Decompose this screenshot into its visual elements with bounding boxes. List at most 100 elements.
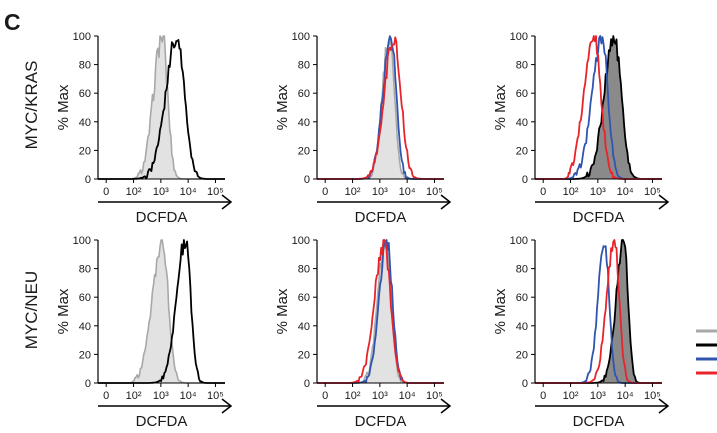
y-tick-label: 80 xyxy=(79,60,91,72)
y-tick-label: 60 xyxy=(298,88,310,100)
y-tick-label: 40 xyxy=(516,117,528,129)
x-tick-label: 10⁵ xyxy=(644,390,661,402)
x-axis-label: DCFDA xyxy=(136,209,188,226)
x-axis-label: DCFDA xyxy=(573,209,625,226)
x-tick-label: 10⁴ xyxy=(180,390,197,402)
y-tick-label: 80 xyxy=(516,60,528,72)
y-tick-label: 40 xyxy=(79,117,91,129)
y-tick-label: 20 xyxy=(516,145,528,157)
x-tick-label: 10⁵ xyxy=(644,186,661,198)
y-tick-label: 20 xyxy=(79,349,91,361)
histogram-series-fill xyxy=(98,36,225,179)
histogram-series-fill xyxy=(98,240,225,383)
y-tick-label: 100 xyxy=(292,235,310,247)
y-axis-label: % Max xyxy=(55,288,72,334)
y-tick-label: 100 xyxy=(292,31,310,43)
histogram-panel: % Max 0 20 40 60 80 100 0 10² 10³ 10⁴ 10⁵ DCFDA xyxy=(55,31,233,226)
y-tick-label: 40 xyxy=(79,321,91,333)
y-tick-label: 0 xyxy=(85,174,91,186)
histogram-series-blue xyxy=(534,245,662,384)
x-arrow-head xyxy=(440,398,452,414)
panel-letter: C xyxy=(4,9,21,35)
y-tick-label: 0 xyxy=(522,174,528,186)
x-tick-label: 0 xyxy=(103,390,109,402)
x-tick-label: 0 xyxy=(540,186,546,198)
histogram-panel: % Max 0 20 40 60 80 100 0 10² 10³ 10⁴ 10⁵ DCFDA xyxy=(274,31,452,226)
y-tick-label: 60 xyxy=(79,292,91,304)
histogram-panel: % Max 0 20 40 60 80 100 0 10² 10³ 10⁴ 10⁵ DCFDA xyxy=(55,235,233,430)
y-tick-label: 0 xyxy=(304,174,310,186)
x-tick-label: 10⁴ xyxy=(617,186,634,198)
y-axis-label: % Max xyxy=(274,288,291,334)
x-tick-label: 10³ xyxy=(153,390,169,402)
y-tick-label: 80 xyxy=(79,264,91,276)
y-tick-label: 100 xyxy=(73,31,91,43)
x-tick-label: 0 xyxy=(540,390,546,402)
y-tick-label: 0 xyxy=(85,378,91,390)
y-tick-label: 40 xyxy=(298,117,310,129)
x-tick-label: 10² xyxy=(126,186,142,198)
histogram-series-fill xyxy=(535,36,662,179)
x-tick-label: 10² xyxy=(563,186,579,198)
x-tick-label: 0 xyxy=(322,390,328,402)
x-arrow-head xyxy=(221,398,233,414)
row-label-myc-neu: MYC/NEU xyxy=(22,271,41,349)
histogram-series-black xyxy=(534,239,662,384)
y-tick-label: 40 xyxy=(298,321,310,333)
y-tick-label: 0 xyxy=(522,378,528,390)
x-tick-label: 10⁵ xyxy=(426,390,443,402)
x-tick-label: 10⁴ xyxy=(180,186,197,198)
legend-swatches xyxy=(696,329,717,375)
x-tick-label: 10² xyxy=(126,390,142,402)
y-axis-label: % Max xyxy=(274,84,291,130)
x-tick-label: 10³ xyxy=(372,186,388,198)
x-tick-label: 10³ xyxy=(590,390,606,402)
x-tick-label: 10² xyxy=(345,186,361,198)
y-tick-label: 20 xyxy=(516,349,528,361)
y-tick-label: 40 xyxy=(516,321,528,333)
y-axis-label: % Max xyxy=(55,84,72,130)
x-tick-label: 10⁵ xyxy=(207,186,224,198)
x-tick-label: 10² xyxy=(563,390,579,402)
histogram-series-fill xyxy=(317,242,444,383)
x-arrow-head xyxy=(221,194,233,210)
histogram-series-fill xyxy=(317,39,444,179)
x-tick-label: 10³ xyxy=(590,186,606,198)
y-tick-label: 60 xyxy=(516,88,528,100)
y-tick-label: 100 xyxy=(73,235,91,247)
x-tick-label: 10⁵ xyxy=(207,390,224,402)
x-tick-label: 10³ xyxy=(372,390,388,402)
y-tick-label: 20 xyxy=(298,145,310,157)
x-tick-label: 10⁴ xyxy=(399,186,416,198)
y-axis-label: % Max xyxy=(492,288,509,334)
x-tick-label: 10² xyxy=(345,390,361,402)
x-tick-label: 10³ xyxy=(153,186,169,198)
y-tick-label: 80 xyxy=(298,264,310,276)
x-arrow-head xyxy=(658,194,670,210)
x-tick-label: 10⁴ xyxy=(617,390,634,402)
row-label-myc-kras: MYC/KRAS xyxy=(22,61,41,150)
y-tick-label: 20 xyxy=(79,145,91,157)
y-tick-label: 20 xyxy=(298,349,310,361)
x-axis-label: DCFDA xyxy=(355,209,407,226)
y-tick-label: 0 xyxy=(304,378,310,390)
x-tick-label: 10⁵ xyxy=(426,186,443,198)
y-tick-label: 60 xyxy=(79,88,91,100)
histogram-panel: % Max 0 20 40 60 80 100 0 10² 10³ 10⁴ 10⁵ DCFDA xyxy=(274,235,452,430)
x-tick-label: 10⁴ xyxy=(399,390,416,402)
y-axis-label: % Max xyxy=(492,84,509,130)
histogram-series-red xyxy=(534,239,662,384)
histogram-panel: % Max 0 20 40 60 80 100 0 10² 10³ 10⁴ 10⁵ DCFDA xyxy=(492,235,670,430)
histogram-panel: % Max 0 20 40 60 80 100 0 10² 10³ 10⁴ 10⁵ DCFDA xyxy=(492,31,670,226)
x-arrow-head xyxy=(440,194,452,210)
y-tick-label: 80 xyxy=(516,264,528,276)
x-axis-label: DCFDA xyxy=(136,413,188,430)
y-tick-label: 100 xyxy=(510,31,528,43)
x-tick-label: 0 xyxy=(103,186,109,198)
x-tick-label: 0 xyxy=(322,186,328,198)
x-arrow-head xyxy=(658,398,670,414)
y-tick-label: 80 xyxy=(298,60,310,72)
x-axis-label: DCFDA xyxy=(355,413,407,430)
